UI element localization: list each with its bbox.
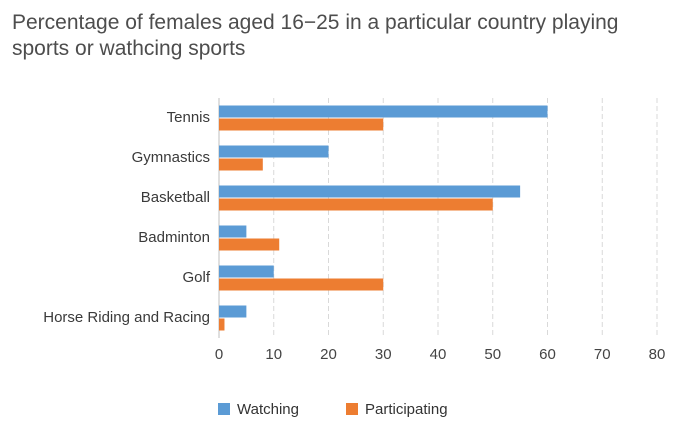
category-label: Tennis — [167, 109, 210, 126]
category-label: Horse Riding and Racing — [43, 309, 210, 326]
x-tick-label: 30 — [375, 346, 392, 363]
x-axis-ticks: 0 10 20 30 40 50 60 70 80 — [215, 346, 666, 363]
bar-watching-badminton — [219, 225, 247, 238]
legend-label-watching: Watching — [237, 401, 299, 418]
x-tick-label: 60 — [539, 346, 556, 363]
bar-participating-basketball — [219, 198, 493, 211]
legend-swatch-participating — [346, 403, 358, 415]
bar-watching-gymnastics — [219, 145, 329, 158]
bar-participating-golf — [219, 278, 384, 291]
x-tick-label: 20 — [320, 346, 337, 363]
category-labels: Tennis Gymnastics Basketball Badminton Golf H… — [43, 109, 211, 326]
x-tick-label: 70 — [594, 346, 611, 363]
category-label: Gymnastics — [132, 149, 210, 166]
category-label: Basketball — [141, 189, 210, 206]
bar-participating-gymnastics — [219, 158, 263, 171]
x-tick-label: 80 — [649, 346, 666, 363]
bar-watching-golf — [219, 265, 274, 278]
legend-label-participating: Participating — [365, 401, 448, 418]
bar-watching-basketball — [219, 185, 521, 198]
x-tick-label: 50 — [484, 346, 501, 363]
legend-swatch-watching — [218, 403, 230, 415]
bar-participating-tennis — [219, 118, 384, 131]
category-label: Badminton — [138, 229, 210, 246]
bar-watching-horse-riding-and-racing — [219, 305, 247, 318]
x-tick-label: 40 — [430, 346, 447, 363]
bar-watching-tennis — [219, 105, 548, 118]
bar-participating-badminton — [219, 238, 280, 251]
grid-layer — [218, 98, 658, 338]
chart-title: Percentage of females aged 16−25 in a pa… — [12, 11, 619, 60]
category-label: Golf — [182, 269, 210, 286]
x-tick-label: 10 — [265, 346, 282, 363]
bars-layer — [219, 105, 548, 331]
bar-participating-horse-riding-and-racing — [219, 318, 225, 331]
x-tick-label: 0 — [215, 346, 223, 363]
legend: Watching Participating — [218, 401, 448, 418]
